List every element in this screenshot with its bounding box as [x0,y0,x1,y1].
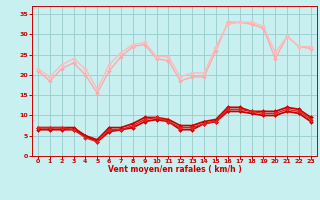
X-axis label: Vent moyen/en rafales ( km/h ): Vent moyen/en rafales ( km/h ) [108,165,241,174]
